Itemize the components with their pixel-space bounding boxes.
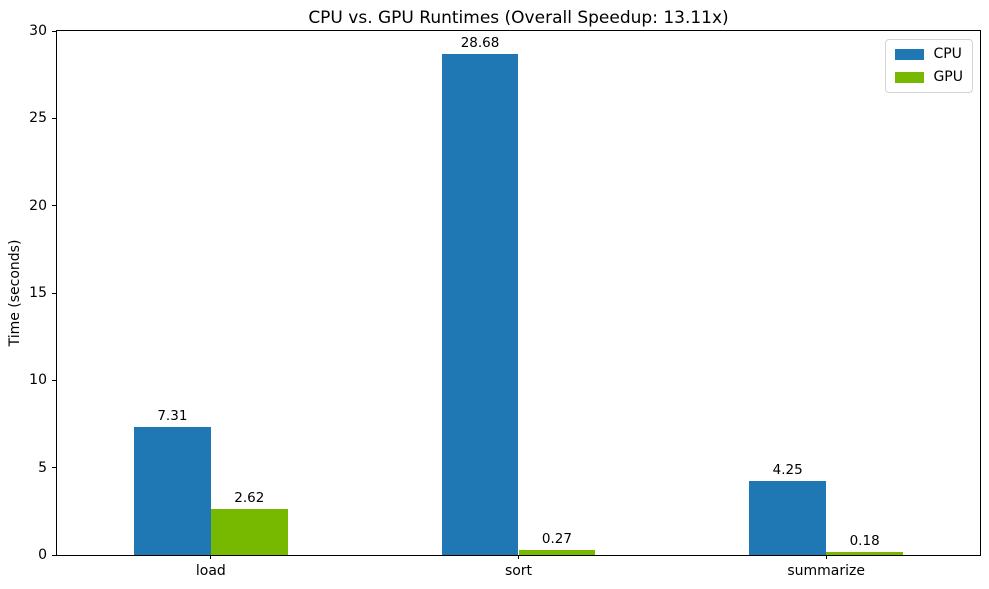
y-tick-label: 5	[38, 459, 47, 476]
y-tick-label: 20	[29, 197, 47, 214]
bar-cpu-sort	[441, 54, 519, 555]
y-tick	[52, 379, 56, 381]
bar-value-label: 28.68	[460, 35, 500, 52]
y-tick-label: 0	[38, 547, 47, 563]
legend-swatch-cpu	[895, 49, 925, 60]
y-tick	[52, 554, 56, 556]
legend-label: GPU	[933, 69, 963, 85]
bar-cpu-summarize	[749, 480, 827, 555]
x-tick-label: summarize	[787, 563, 865, 579]
y-tick	[52, 467, 56, 469]
y-tick-label: 25	[29, 110, 47, 127]
y-tick	[52, 292, 56, 294]
x-tick	[518, 555, 519, 559]
x-tick	[825, 555, 827, 559]
legend-swatch-gpu	[895, 72, 925, 83]
x-tick-label: load	[195, 563, 226, 579]
legend: CPU GPU	[885, 39, 973, 93]
bar-value-label: 0.27	[541, 531, 572, 548]
bar-gpu-sort	[518, 550, 596, 555]
bar-value-label: 2.62	[234, 490, 265, 507]
y-tick-label: 10	[29, 372, 47, 389]
bar-gpu-load	[210, 509, 288, 555]
y-tick-label: 15	[29, 285, 47, 301]
chart-title: CPU vs. GPU Runtimes (Overall Speedup: 1…	[308, 8, 729, 28]
legend-label: CPU	[933, 46, 962, 62]
x-tick-label: sort	[504, 563, 533, 579]
y-tick	[52, 30, 56, 32]
x-tick	[210, 555, 212, 559]
bar-value-label: 7.31	[157, 408, 188, 425]
y-tick	[52, 117, 56, 119]
legend-item-cpu: CPU	[895, 47, 963, 62]
y-tick-label: 30	[29, 23, 47, 39]
y-tick	[52, 205, 56, 207]
bar-value-label: 4.25	[772, 461, 803, 478]
bar-gpu-summarize	[826, 551, 904, 555]
bar-cpu-load	[133, 427, 211, 555]
legend-item-gpu: GPU	[895, 70, 963, 85]
bar-value-label: 0.18	[849, 532, 880, 549]
